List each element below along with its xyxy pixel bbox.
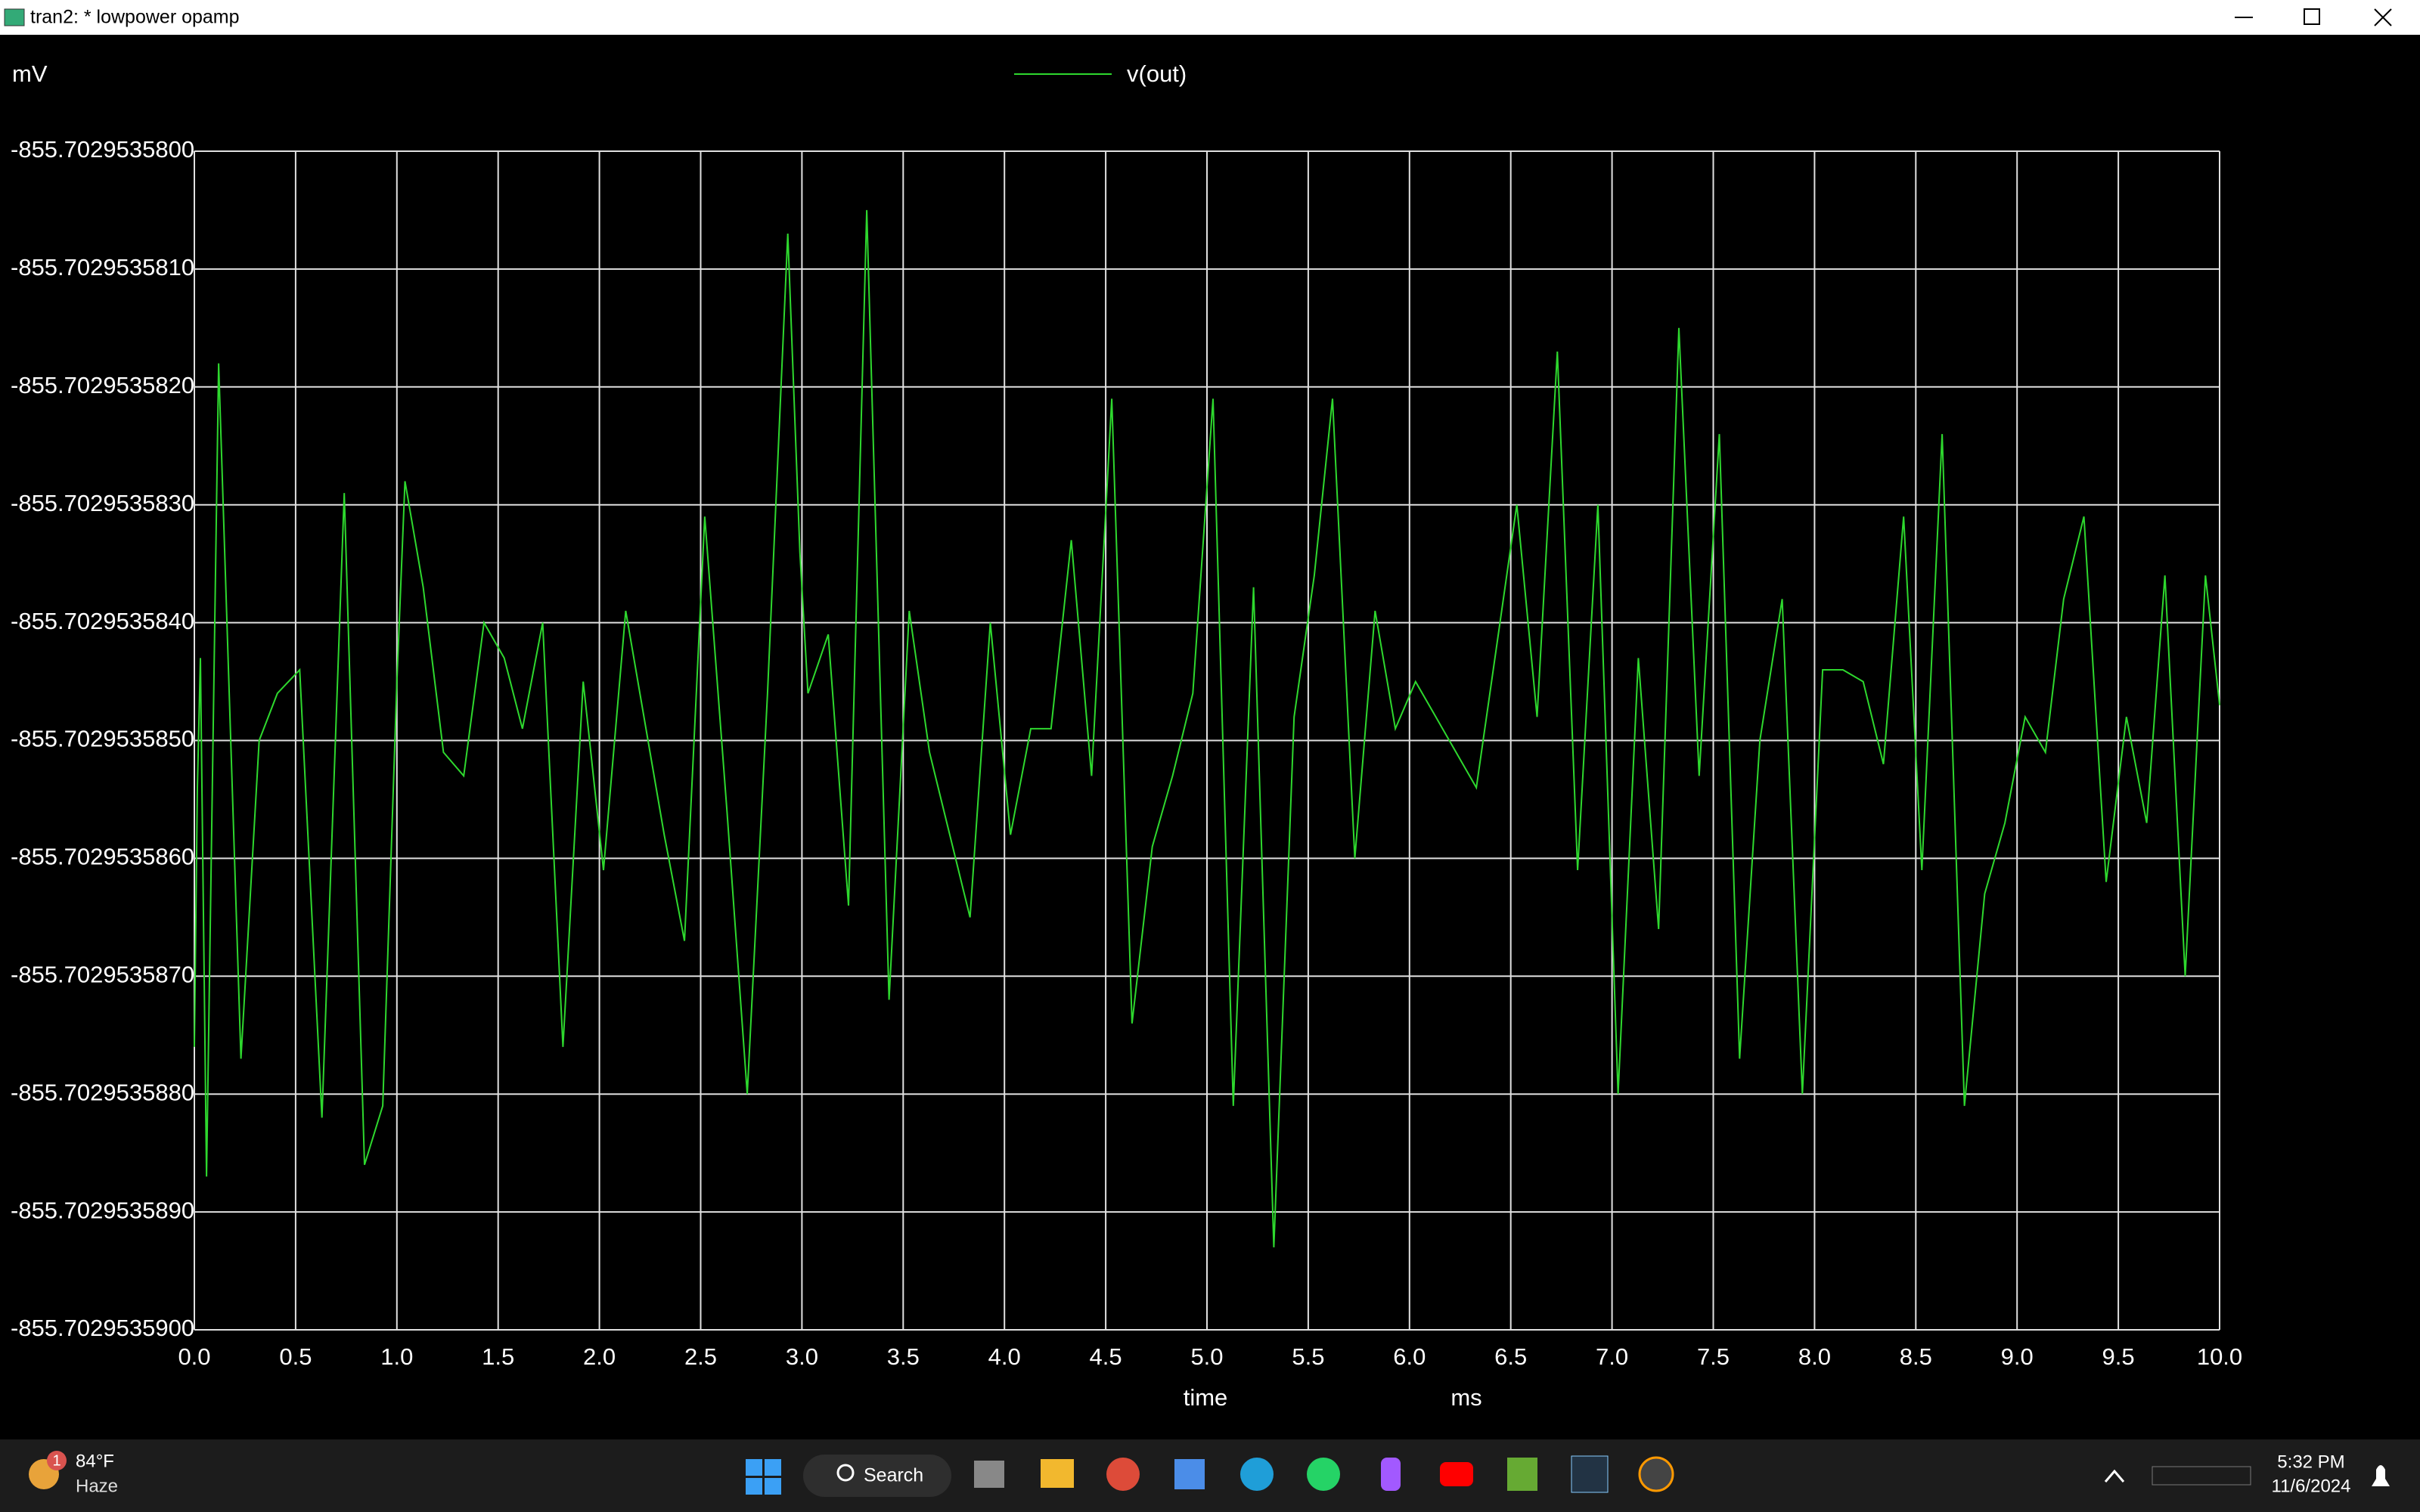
y-tick-label: -855.7029535870 [11, 961, 194, 987]
x-tick-label: 4.0 [988, 1343, 1021, 1370]
x-tick-label: 6.5 [1494, 1343, 1527, 1370]
y-unit: mV [12, 60, 48, 87]
x-tick-label: 1.0 [380, 1343, 413, 1370]
chrome[interactable] [1106, 1458, 1140, 1491]
x-tick-label: 6.0 [1393, 1343, 1426, 1370]
x-tick-label: 5.0 [1190, 1343, 1223, 1370]
x-tick-label: 10.0 [2197, 1343, 2242, 1370]
x-tick-label: 5.5 [1292, 1343, 1324, 1370]
x-tick-label: 9.5 [2102, 1343, 2135, 1370]
media-player[interactable] [1638, 1456, 1674, 1492]
editor[interactable] [1507, 1458, 1537, 1491]
x-tick-label: 1.5 [482, 1343, 514, 1370]
x-tick-label: 2.0 [583, 1343, 616, 1370]
temperature: 84°F [76, 1451, 114, 1471]
app-icon [4, 8, 25, 26]
tray-icons[interactable] [2152, 1466, 2251, 1486]
y-tick-label: -855.7029535880 [11, 1079, 194, 1105]
data-line [194, 209, 2220, 1247]
plot: mV -855.7029535800 -855.7029535810 -855.702… [11, 60, 2242, 1411]
clock-date[interactable]: 11/6/2024 [2272, 1476, 2351, 1496]
y-tick-label: -855.7029535800 [11, 136, 194, 163]
store[interactable] [1174, 1459, 1205, 1489]
x-tick-label: 7.5 [1697, 1343, 1730, 1370]
x-tick-label: 3.5 [887, 1343, 920, 1370]
close-button[interactable] [2374, 8, 2392, 26]
clock-time[interactable]: 5:32 PM [2277, 1452, 2344, 1472]
title-bar [0, 0, 2420, 35]
y-tick-label: -855.7029535810 [11, 254, 194, 280]
taskbar-apps [974, 1455, 1674, 1493]
whatsapp[interactable] [1307, 1458, 1340, 1491]
x-tick-label: 0.0 [178, 1343, 210, 1370]
weather-badge-count: 1 [52, 1452, 60, 1469]
task-view[interactable] [974, 1461, 1004, 1488]
x-unit: ms [1450, 1384, 1481, 1411]
y-tick-label: -855.7029535840 [11, 608, 194, 634]
edge[interactable] [1240, 1458, 1274, 1491]
maximize-button[interactable] [2304, 8, 2320, 25]
file-explorer[interactable] [1041, 1459, 1074, 1488]
weather-badge [47, 1451, 67, 1470]
youtube[interactable] [1440, 1462, 1473, 1486]
tray-chevron[interactable] [2104, 1469, 2125, 1483]
taskbar [0, 1439, 2420, 1512]
x-tick-label: 7.0 [1596, 1343, 1628, 1370]
window-title: tran2: * lowpower opamp [30, 7, 240, 28]
x-tick-label: 0.5 [279, 1343, 312, 1370]
y-tick-label: -855.7029535860 [11, 844, 194, 870]
search-label: Search [864, 1465, 923, 1486]
x-tick-label: 3.0 [786, 1343, 818, 1370]
x-tick-label: 4.5 [1090, 1343, 1122, 1370]
y-tick-label: -855.7029535820 [11, 372, 194, 398]
y-tick-label: -855.7029535900 [11, 1315, 194, 1341]
weather-condition: Haze [76, 1476, 118, 1496]
y-tick-label: -855.7029535850 [11, 726, 194, 752]
x-tick-label: 9.0 [2001, 1343, 2034, 1370]
start-button[interactable] [746, 1459, 781, 1495]
search-icon [836, 1464, 855, 1482]
ngspice[interactable] [1571, 1455, 1609, 1493]
search-box[interactable] [803, 1455, 951, 1497]
notifications[interactable] [2372, 1465, 2390, 1486]
y-tick-label: -855.7029535890 [11, 1197, 194, 1223]
legend-label: v(out) [1127, 60, 1187, 87]
y-tick-label: -855.7029535830 [11, 490, 194, 516]
system-tray [2104, 1466, 2251, 1486]
x-axis-label: time [1184, 1384, 1228, 1411]
figma[interactable] [1381, 1458, 1401, 1491]
x-tick-label: 2.5 [684, 1343, 717, 1370]
x-tick-label: 8.5 [1900, 1343, 1932, 1370]
x-tick-label: 8.0 [1798, 1343, 1831, 1370]
